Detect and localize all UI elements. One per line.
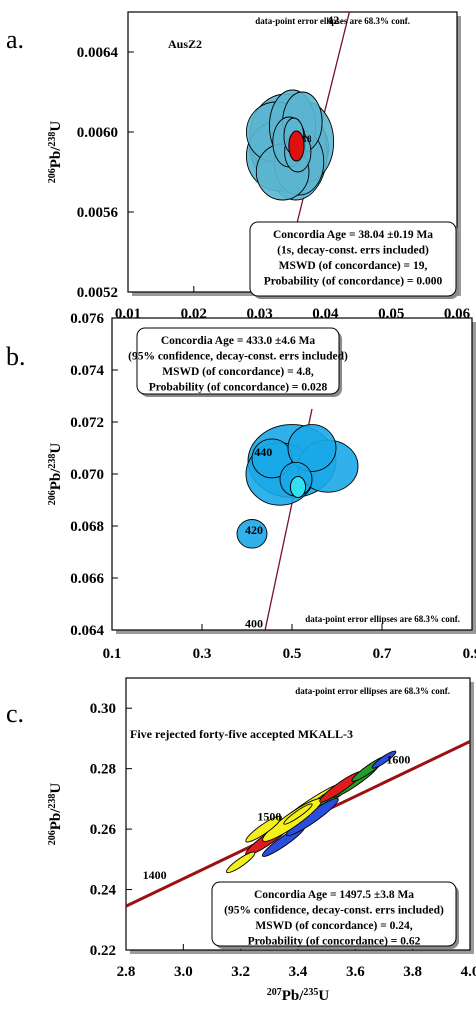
error-ellipse [371,750,397,769]
y-tick-label: 0.070 [70,467,104,483]
result-box [136,327,340,395]
x-tick-label: 3.4 [289,964,308,980]
y-axis-label-part: 206 [47,830,58,845]
x-axis-label-part: 235 [303,987,318,998]
concordia-age-label: 400 [245,616,263,630]
concordia-age-label: 1600 [386,753,410,767]
y-tick-label: 0.0052 [77,285,118,301]
y-axis-label-part: U [48,783,64,794]
error-ellipse [287,424,337,472]
error-ellipse [245,815,282,843]
concordia-age-label: 1400 [143,868,167,882]
chart-title: Five rejected forty-five accepted MKALL-… [130,727,353,741]
y-tick-label: 0.0060 [77,125,118,141]
y-axis-label-part: 206 [47,490,58,505]
x-tick-label: 3.6 [346,964,365,980]
concordia-age-label: 420 [245,523,263,537]
point-label: 18 [302,134,312,144]
y-axis-label-part: 238 [47,132,58,147]
concordia-age-ellipse [289,476,307,498]
error-ellipse [283,803,313,825]
y-axis-label-part: Pb/ [48,468,64,491]
result-box-line: MSWD (of concordance) = 19, [279,260,428,272]
ellipse-confidence-note: data-point error ellipses are 68.3% conf… [295,686,450,696]
concordia-age-label: 1500 [257,810,281,824]
x-tick-label: 3.8 [403,964,422,980]
ellipse-confidence-note: data-point error ellipses are 68.3% conf… [255,16,410,26]
y-axis-label-part: Pb/ [48,808,64,831]
chart-panel-1: b. 400 420 440 data-point error ellipses are… [6,311,476,662]
y-axis-label: 206Pb/238U [47,443,64,506]
x-tick-label: 0.5 [283,646,302,662]
y-tick-label: 0.22 [90,943,116,959]
y-tick-label: 0.24 [90,883,117,899]
y-tick-label: 0.064 [70,623,104,639]
result-box [249,221,457,297]
y-axis-label-part: U [48,121,64,132]
x-tick-label: 0.7 [373,646,392,662]
y-tick-label: 0.0064 [77,45,119,61]
chart-panel-0: a. 42 18 data-point error ellipses are 68.3… [6,11,471,322]
y-axis-label-part: 238 [47,794,58,809]
y-axis-label-part: U [48,443,64,454]
y-tick-label: 0.28 [90,762,116,778]
y-axis-label-part: 206 [47,168,58,183]
x-axis-label-part: 207 [267,987,282,998]
result-box-line: (95% confidence, decay-const. errs inclu… [128,351,348,363]
result-box-line: MSWD (of concordance) = 4.8, [162,366,314,378]
plot-area: 400 420 440 [236,408,359,630]
y-axis-label-part: Pb/ [48,146,64,169]
x-tick-label: 0.9 [463,646,476,662]
chart-title: AusZ2 [168,37,202,51]
result-box-line: Concordia Age = 433.0 ±4.6 Ma [161,335,316,347]
y-tick-label: 0.076 [70,311,104,327]
panel-label: b. [6,342,26,371]
y-axis-label: 206Pb/238U [47,121,64,184]
result-box-line: Concordia Age = 38.04 ±0.19 Ma [273,229,433,241]
error-ellipse [236,519,268,549]
y-tick-label: 0.066 [70,571,104,587]
error-ellipse [225,851,256,874]
panel-label: c. [6,699,24,728]
result-box-line: Probability (of concordance) = 0.028 [149,382,328,394]
x-tick-label: 0.1 [103,646,122,662]
plot-area: 1400 1500 1600 [126,740,470,908]
result-box-line: (1s, decay-const. errs included) [277,245,429,257]
x-tick-label: 2.8 [117,964,136,980]
result-box-line: (95% confidence, decay-const. errs inclu… [224,905,444,917]
y-tick-label: 0.068 [70,519,104,535]
x-tick-label: 3.2 [231,964,250,980]
x-axis-label-part: Pb/ [282,988,305,1004]
chart-panel-2: c. 1400 1500 1600 data-point error ellipses … [6,677,476,1004]
x-axis-label: 207Pb/235U [267,987,330,1004]
y-axis-label: 206Pb/238U [47,783,64,846]
result-box-line: Concordia Age = 1497.5 ±3.8 Ma [254,889,414,901]
x-tick-label: 0.3 [193,646,212,662]
concordia-age-ellipse [288,130,305,162]
result-box [211,881,457,947]
concordia-age-label: 440 [254,445,272,459]
y-tick-label: 0.26 [90,822,117,838]
x-axis-label-part: U [318,988,329,1004]
ellipse-confidence-note: data-point error ellipses are 68.3% conf… [305,614,460,624]
panel-label: a. [6,25,24,54]
y-tick-label: 0.30 [90,701,116,717]
result-box-line: Probability (of concordance) = 0.000 [264,276,443,288]
x-tick-label: 4.0 [461,964,476,980]
plot-area: 42 18 [245,12,351,237]
result-box-line: Probability (of concordance) = 0.62 [248,936,421,948]
concordia-age-label: 42 [327,13,339,27]
y-tick-label: 0.0056 [77,205,119,221]
y-tick-label: 0.074 [70,363,104,379]
y-tick-label: 0.072 [70,415,104,431]
x-tick-label: 3.0 [174,964,193,980]
result-box-line: MSWD (of concordance) = 0.24, [255,920,412,932]
y-axis-label-part: 238 [47,454,58,469]
